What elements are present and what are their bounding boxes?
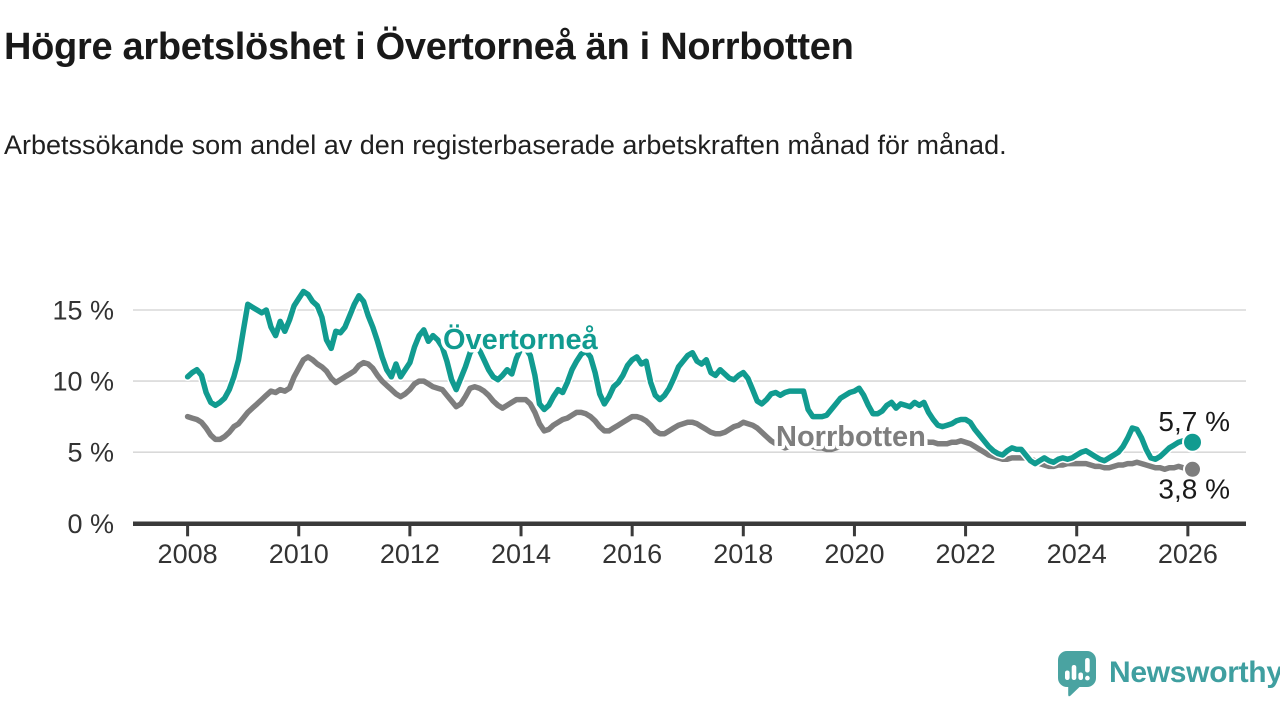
newsworthy-logo-text: Newsworthy — [1109, 656, 1280, 689]
overtornea-line-halo — [183, 287, 1197, 468]
newsworthy-logo: Newsworthy — [1056, 649, 1280, 697]
x-axis — [133, 521, 1246, 537]
page-title: Högre arbetslöshet i Övertorneå än i Nor… — [4, 26, 854, 68]
overtornea-end-value-label: 5,7 % — [1158, 406, 1230, 437]
norrbotten-end-dot — [1183, 459, 1202, 479]
x-tick-label: 2018 — [713, 539, 773, 569]
x-tick-label: 2008 — [158, 539, 218, 569]
x-tick-label: 2024 — [1047, 539, 1107, 569]
x-tick-label: 2022 — [936, 539, 996, 569]
x-tick-label: 2026 — [1158, 539, 1218, 569]
y-axis-tick-labels: 0 % 5 % 10 % 15 % — [52, 296, 114, 539]
y-tick-label: 10 % — [52, 367, 114, 397]
y-tick-label: 0 % — [67, 509, 114, 539]
x-tick-label: 2010 — [269, 539, 329, 569]
overtornea-end-dot — [1182, 431, 1203, 453]
norrbotten-series-label: Norrbotten — [776, 421, 926, 453]
x-tick-label: 2012 — [380, 539, 440, 569]
newsworthy-logo-icon — [1058, 651, 1096, 697]
gridlines — [133, 309, 1246, 454]
chart-subtitle: Arbetssökande som andel av den registerb… — [4, 130, 1007, 160]
x-axis-tick-labels: 2008 2010 2012 2014 2016 2018 2020 2022 2024 2026 — [158, 539, 1218, 569]
norrbotten-end-value-label: 3,8 % — [1158, 473, 1230, 504]
overtornea-series-label: Övertorneå — [443, 323, 599, 356]
y-tick-label: 15 % — [52, 296, 114, 326]
y-tick-label: 5 % — [67, 438, 114, 468]
x-tick-label: 2020 — [824, 539, 884, 569]
x-tick-label: 2014 — [491, 539, 551, 569]
overtornea-line — [184, 288, 1196, 467]
x-tick-label: 2016 — [602, 539, 662, 569]
